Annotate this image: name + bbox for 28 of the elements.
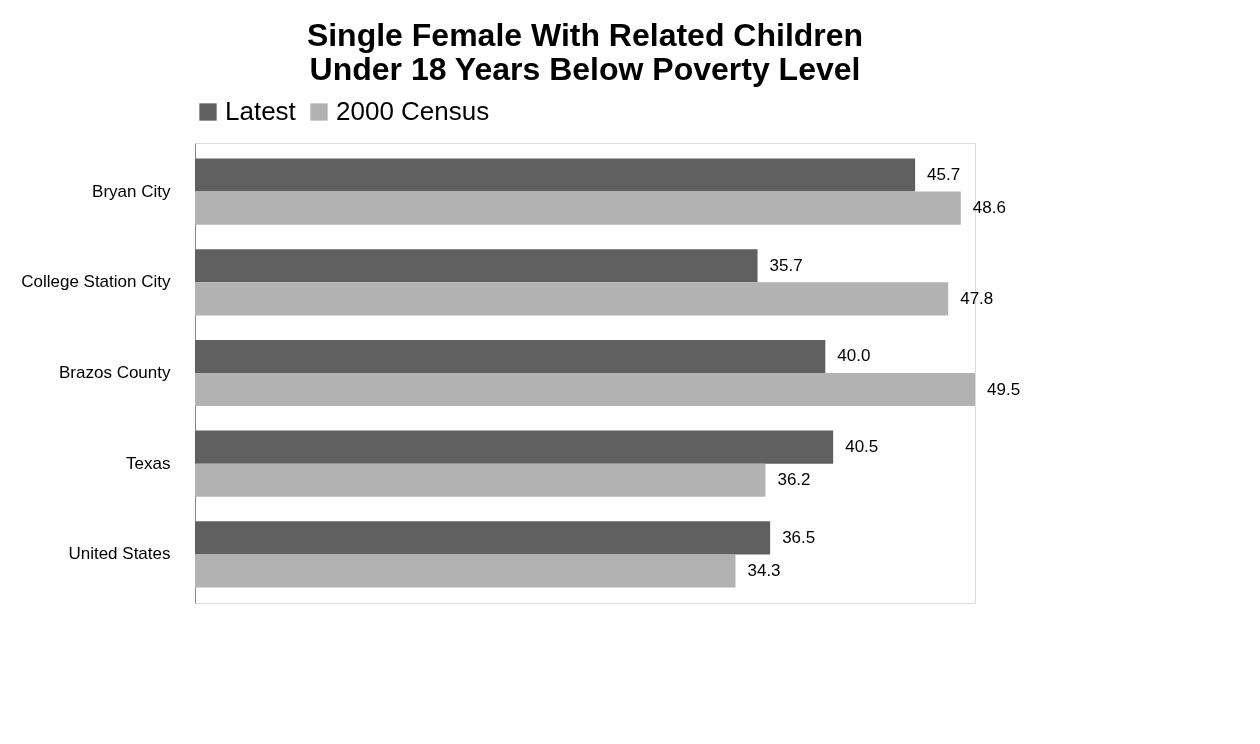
- data-label: 34.3: [747, 561, 781, 581]
- bar: [195, 282, 949, 316]
- bar: [195, 158, 916, 192]
- data-label: 36.2: [777, 470, 811, 490]
- data-label: 40.0: [837, 346, 871, 366]
- y-tick-label: College Station City: [21, 272, 171, 292]
- data-label: 45.7: [927, 164, 961, 184]
- y-tick-label: United States: [68, 544, 171, 564]
- bar: [195, 463, 766, 497]
- bar: [195, 339, 826, 373]
- y-tick-label: Texas: [126, 453, 171, 473]
- data-label: 47.8: [960, 288, 994, 308]
- y-tick-label: Bryan City: [92, 181, 171, 201]
- bar: [195, 249, 758, 283]
- legend-label: Latest: [225, 96, 297, 126]
- legend-label: 2000 Census: [336, 96, 490, 126]
- data-label: 36.5: [782, 527, 816, 547]
- data-label: 40.5: [845, 437, 879, 457]
- bar: [195, 521, 771, 555]
- bar: [195, 373, 975, 407]
- data-label: 49.5: [987, 379, 1021, 399]
- bar: [195, 191, 961, 225]
- data-label: 35.7: [769, 255, 803, 275]
- y-tick-label: Brazos County: [59, 363, 171, 382]
- chart-title: Single Female With Related Children Under 18 Years Below Poverty Level: [306, 17, 864, 87]
- bar: [195, 554, 736, 588]
- data-label: 48.6: [972, 198, 1006, 218]
- bar: [195, 430, 834, 464]
